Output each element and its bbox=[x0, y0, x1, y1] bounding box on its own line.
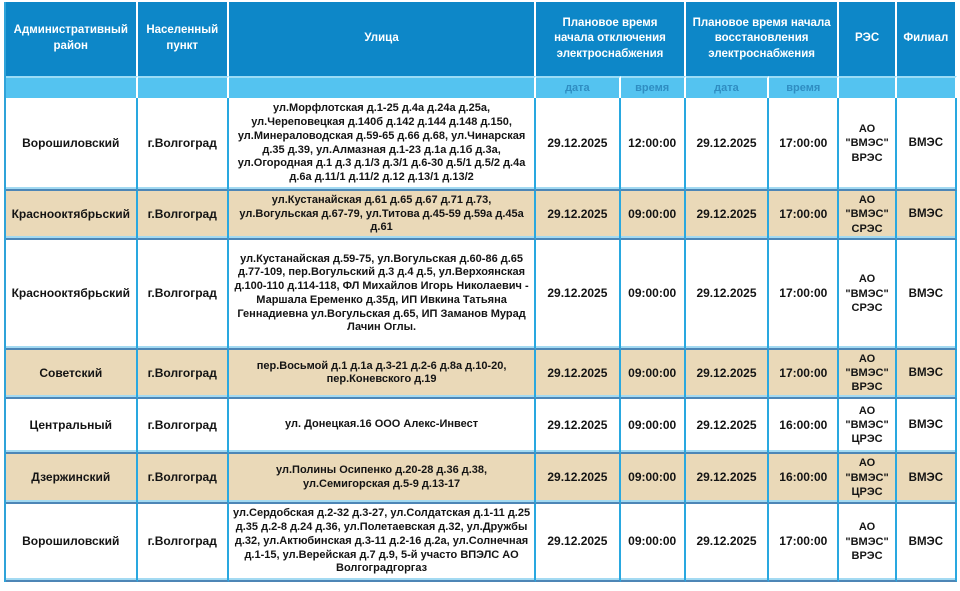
header-settlement: Населенный пункт bbox=[137, 2, 229, 76]
subheader-empty-streets bbox=[228, 76, 537, 98]
cell-outage-date: 29.12.2025 bbox=[536, 349, 621, 399]
cell-outage-date: 29.12.2025 bbox=[536, 191, 621, 240]
cell-restore-date: 29.12.2025 bbox=[685, 398, 770, 454]
subheader-outage-date: дата bbox=[536, 76, 621, 98]
cell-branch: ВМЭС bbox=[896, 98, 957, 191]
subheader-empty-district bbox=[6, 76, 138, 98]
outage-schedule-table: Административный район Населенный пункт … bbox=[4, 2, 957, 582]
cell-district: Краснооктябрьский bbox=[6, 191, 138, 240]
cell-branch: ВМЭС bbox=[896, 398, 957, 454]
subheader-empty-settlement bbox=[137, 76, 229, 98]
cell-streets: пер.Восьмой д.1 д.1а д.3-21 д.2-6 д.8а д… bbox=[228, 349, 537, 399]
header-branch: Филиал bbox=[896, 2, 957, 76]
cell-restore-date: 29.12.2025 bbox=[685, 453, 770, 504]
cell-branch: ВМЭС bbox=[896, 453, 957, 504]
cell-district: Краснооктябрьский bbox=[6, 239, 138, 350]
cell-outage-time: 09:00:00 bbox=[620, 398, 686, 454]
cell-outage-time: 09:00:00 bbox=[620, 239, 686, 350]
cell-res: АО "ВМЭС" ВРЭС bbox=[839, 503, 897, 582]
cell-restore-time: 17:00:00 bbox=[769, 98, 840, 191]
cell-branch: ВМЭС bbox=[896, 503, 957, 582]
cell-outage-time: 12:00:00 bbox=[620, 98, 686, 191]
cell-outage-date: 29.12.2025 bbox=[536, 98, 621, 191]
cell-restore-date: 29.12.2025 bbox=[685, 503, 770, 582]
cell-settlement: г.Волгоград bbox=[137, 98, 229, 191]
subheader-empty-res bbox=[839, 76, 897, 98]
cell-settlement: г.Волгоград bbox=[137, 239, 229, 350]
subheader-empty-branch bbox=[896, 76, 957, 98]
cell-outage-date: 29.12.2025 bbox=[536, 398, 621, 454]
cell-restore-date: 29.12.2025 bbox=[685, 191, 770, 240]
cell-res: АО "ВМЭС" СРЭС bbox=[839, 239, 897, 350]
cell-outage-date: 29.12.2025 bbox=[536, 453, 621, 504]
cell-restore-time: 16:00:00 bbox=[769, 453, 840, 504]
cell-restore-time: 16:00:00 bbox=[769, 398, 840, 454]
cell-restore-time: 17:00:00 bbox=[769, 239, 840, 350]
table-body: Ворошиловский г.Волгоград ул.Морфлотская д… bbox=[6, 98, 957, 582]
table-row: Советский г.Волгоград пер.Восьмой д.1 д.1а… bbox=[6, 349, 957, 399]
subheader-outage-time: время bbox=[620, 76, 686, 98]
cell-settlement: г.Волгоград bbox=[137, 453, 229, 504]
cell-streets: ул.Кустанайская д.61 д.65 д.67 д.71 д.73… bbox=[228, 191, 537, 240]
subheader-restore-date: дата bbox=[685, 76, 770, 98]
cell-streets: ул.Морфлотская д.1-25 д.4а д.24а д.25а, … bbox=[228, 98, 537, 191]
subheader-row: дата время дата время bbox=[6, 76, 957, 98]
cell-outage-date: 29.12.2025 bbox=[536, 503, 621, 582]
cell-res: АО "ВМЭС" ВРЭС bbox=[839, 98, 897, 191]
table-row: Центральный г.Волгоград ул. Донецкая.16 ОО… bbox=[6, 398, 957, 454]
table-row: Дзержинский г.Волгоград ул.Полины Осипенко… bbox=[6, 453, 957, 504]
cell-district: Центральный bbox=[6, 398, 138, 454]
cell-restore-date: 29.12.2025 bbox=[685, 239, 770, 350]
cell-settlement: г.Волгоград bbox=[137, 503, 229, 582]
cell-streets: ул.Кустанайская д.59-75, ул.Вогульская д… bbox=[228, 239, 537, 350]
header-row: Административный район Населенный пункт … bbox=[6, 2, 957, 76]
cell-branch: ВМЭС bbox=[896, 239, 957, 350]
cell-branch: ВМЭС bbox=[896, 349, 957, 399]
table-row: Ворошиловский г.Волгоград ул.Морфлотская д… bbox=[6, 98, 957, 191]
cell-streets: ул.Полины Осипенко д.20-28 д.36 д.38, ул… bbox=[228, 453, 537, 504]
table-row: Краснооктябрьский г.Волгоград ул.Кустанайс… bbox=[6, 191, 957, 240]
cell-settlement: г.Волгоград bbox=[137, 349, 229, 399]
cell-district: Ворошиловский bbox=[6, 503, 138, 582]
table-row: Ворошиловский г.Волгоград ул.Сердобская д.… bbox=[6, 503, 957, 582]
cell-restore-time: 17:00:00 bbox=[769, 191, 840, 240]
header-res: РЭС bbox=[839, 2, 897, 76]
cell-district: Ворошиловский bbox=[6, 98, 138, 191]
cell-restore-date: 29.12.2025 bbox=[685, 349, 770, 399]
cell-restore-time: 17:00:00 bbox=[769, 503, 840, 582]
cell-restore-date: 29.12.2025 bbox=[685, 98, 770, 191]
header-district: Административный район bbox=[6, 2, 138, 76]
cell-res: АО "ВМЭС" СРЭС bbox=[839, 191, 897, 240]
cell-streets: ул. Донецкая.16 ООО Алекс-Инвест bbox=[228, 398, 537, 454]
header-restore-group: Плановое время начала восстановления эле… bbox=[685, 2, 840, 76]
cell-outage-date: 29.12.2025 bbox=[536, 239, 621, 350]
subheader-restore-time: время bbox=[769, 76, 840, 98]
cell-branch: ВМЭС bbox=[896, 191, 957, 240]
cell-outage-time: 09:00:00 bbox=[620, 453, 686, 504]
table-header: Административный район Населенный пункт … bbox=[6, 2, 957, 98]
cell-outage-time: 09:00:00 bbox=[620, 503, 686, 582]
cell-settlement: г.Волгоград bbox=[137, 398, 229, 454]
cell-outage-time: 09:00:00 bbox=[620, 349, 686, 399]
table-row: Краснооктябрьский г.Волгоград ул.Кустанайс… bbox=[6, 239, 957, 350]
header-streets: Улица bbox=[228, 2, 537, 76]
cell-district: Дзержинский bbox=[6, 453, 138, 504]
cell-res: АО "ВМЭС" ВРЭС bbox=[839, 349, 897, 399]
cell-res: АО "ВМЭС" ЦРЭС bbox=[839, 398, 897, 454]
cell-outage-time: 09:00:00 bbox=[620, 191, 686, 240]
cell-res: АО "ВМЭС" ЦРЭС bbox=[839, 453, 897, 504]
cell-streets: ул.Сердобская д.2-32 д.3-27, ул.Солдатск… bbox=[228, 503, 537, 582]
cell-district: Советский bbox=[6, 349, 138, 399]
header-outage-group: Плановое время начала отключения электро… bbox=[536, 2, 686, 76]
cell-restore-time: 17:00:00 bbox=[769, 349, 840, 399]
cell-settlement: г.Волгоград bbox=[137, 191, 229, 240]
